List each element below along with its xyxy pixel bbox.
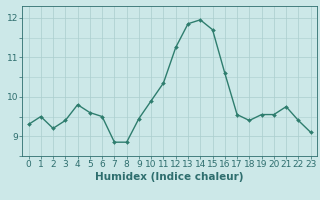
X-axis label: Humidex (Indice chaleur): Humidex (Indice chaleur) [95,172,244,182]
